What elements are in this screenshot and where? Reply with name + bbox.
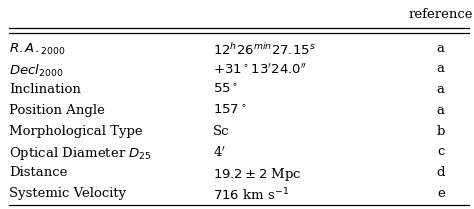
Text: a: a xyxy=(437,62,445,75)
Text: a: a xyxy=(437,104,445,117)
Text: b: b xyxy=(437,125,445,138)
Text: $\mathit{R.A.}_{2000}$: $\mathit{R.A.}_{2000}$ xyxy=(9,42,66,57)
Text: Morphological Type: Morphological Type xyxy=(9,125,143,138)
Text: Inclination: Inclination xyxy=(9,83,82,96)
Text: Optical Diameter $D_{25}$: Optical Diameter $D_{25}$ xyxy=(9,145,152,162)
Text: Distance: Distance xyxy=(9,166,68,179)
Text: Position Angle: Position Angle xyxy=(9,104,105,117)
Text: $12^h26^{min}27.15^s$: $12^h26^{min}27.15^s$ xyxy=(213,42,316,58)
Text: a: a xyxy=(437,42,445,55)
Text: a: a xyxy=(437,83,445,96)
Text: $\mathit{Decl}_{2000}$: $\mathit{Decl}_{2000}$ xyxy=(9,62,64,79)
Text: $+31^\circ13^\prime24.0^{\prime\prime}$: $+31^\circ13^\prime24.0^{\prime\prime}$ xyxy=(213,62,308,77)
Text: Systemic Velocity: Systemic Velocity xyxy=(9,187,127,200)
Text: $55^\circ$: $55^\circ$ xyxy=(213,83,238,96)
Text: Sc: Sc xyxy=(213,125,230,138)
Text: e: e xyxy=(437,187,445,200)
Text: reference: reference xyxy=(409,8,473,21)
Text: c: c xyxy=(437,145,445,158)
Text: $157^\circ$: $157^\circ$ xyxy=(213,104,247,117)
Text: $19.2 \pm 2$ Mpc: $19.2 \pm 2$ Mpc xyxy=(213,166,302,183)
Text: 4$^\prime$: 4$^\prime$ xyxy=(213,145,226,160)
Text: d: d xyxy=(437,166,445,179)
Text: $716$ km s$^{-1}$: $716$ km s$^{-1}$ xyxy=(213,187,289,203)
